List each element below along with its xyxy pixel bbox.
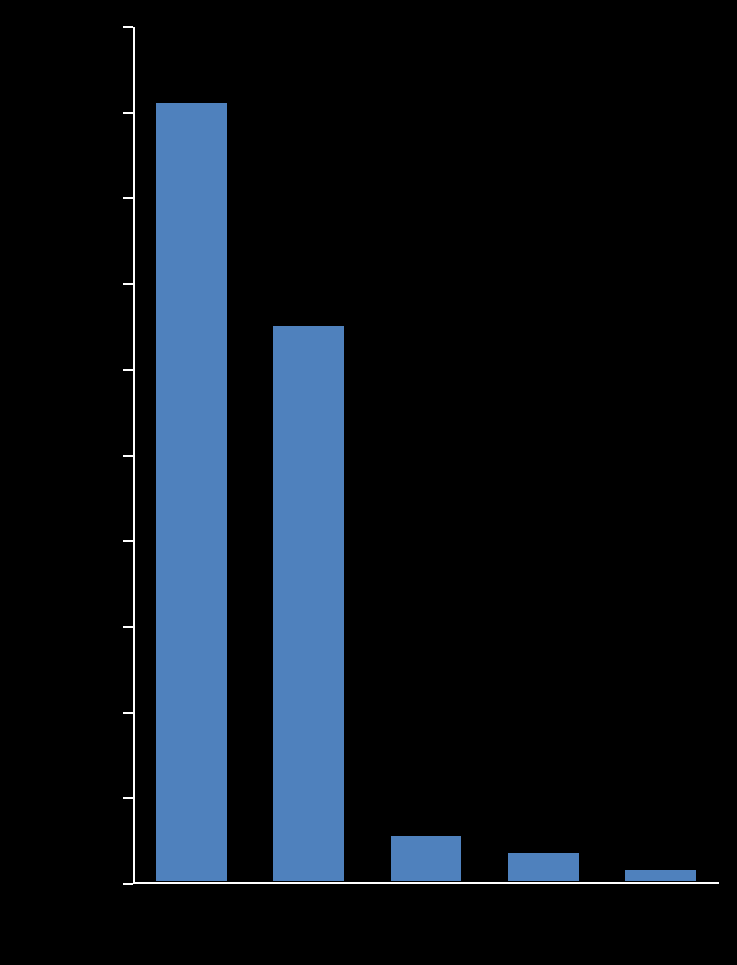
y-tick — [123, 540, 133, 542]
y-tick — [123, 883, 133, 885]
plot-area — [133, 27, 719, 884]
y-tick — [123, 197, 133, 199]
y-tick — [123, 797, 133, 799]
bar — [624, 869, 697, 882]
y-tick — [123, 455, 133, 457]
bar — [507, 852, 580, 882]
y-axis — [133, 27, 135, 884]
y-tick — [123, 626, 133, 628]
y-tick — [123, 283, 133, 285]
y-tick — [123, 26, 133, 28]
bar — [155, 102, 228, 882]
y-tick — [123, 112, 133, 114]
y-tick — [123, 712, 133, 714]
y-tick — [123, 369, 133, 371]
x-axis — [133, 882, 719, 884]
bar — [272, 325, 345, 882]
bar-chart — [0, 0, 737, 965]
bar — [390, 835, 463, 882]
